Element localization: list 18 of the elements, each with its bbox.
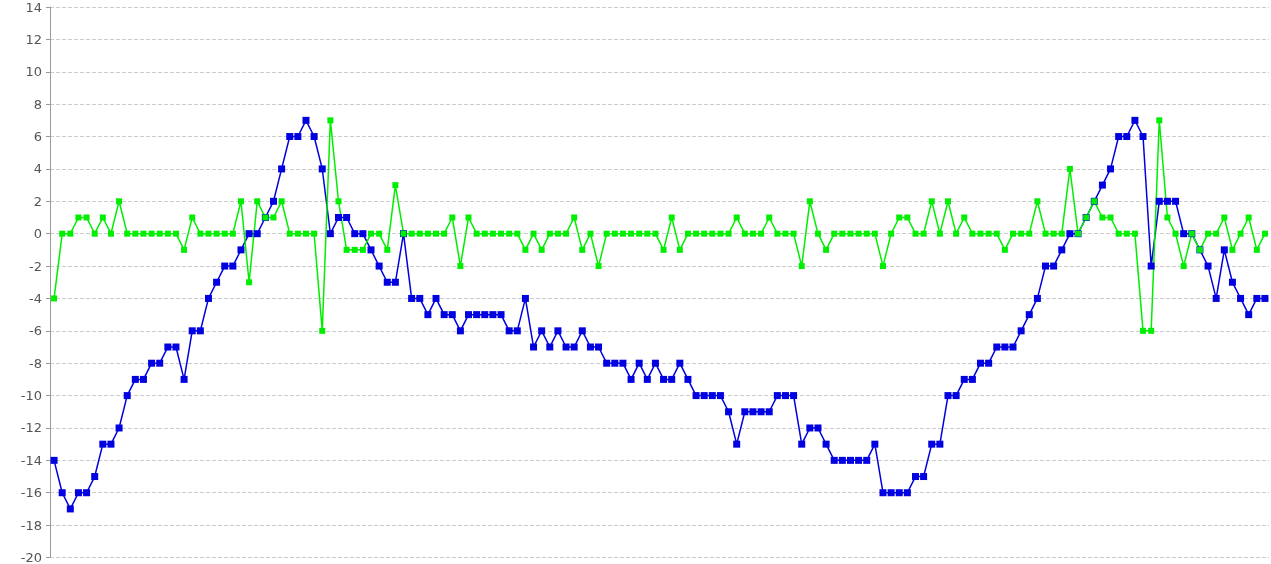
y-tick-label: 6: [33, 129, 42, 145]
y-tick-label: 8: [33, 96, 42, 112]
y-tick-label: 0: [33, 226, 42, 242]
y-tick-label: -12: [20, 420, 42, 436]
y-tick-label: -6: [29, 323, 42, 339]
y-tick-label: 2: [33, 193, 42, 209]
y-tick-label: 4: [33, 161, 42, 177]
y-tick-label: 10: [25, 64, 42, 80]
y-tick-label: -8: [29, 355, 42, 371]
y-tick-label: -16: [20, 485, 42, 501]
y-tick-label: -18: [20, 517, 42, 533]
y-tick-label: -14: [20, 452, 42, 468]
y-tick-label: -20: [20, 550, 42, 564]
y-tick-label: -4: [29, 290, 42, 306]
y-tick-label: 12: [25, 31, 42, 47]
y-tick-label: -10: [20, 388, 42, 404]
y-tick-label: 14: [25, 0, 42, 15]
y-tick-label: -2: [29, 258, 42, 274]
